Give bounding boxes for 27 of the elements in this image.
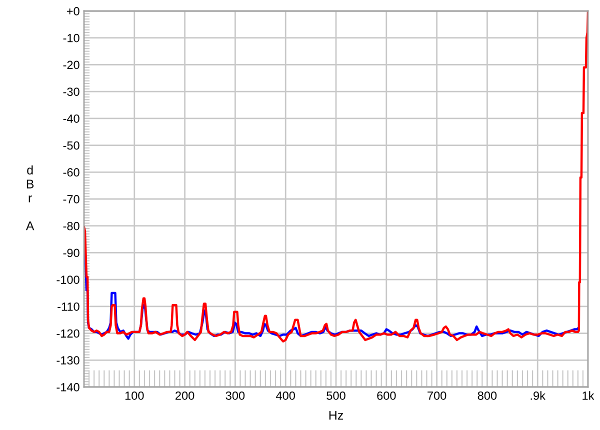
y-tick-label: -70 bbox=[63, 195, 80, 204]
y-tick-label: -40 bbox=[63, 114, 80, 123]
x-tick-label: 400 bbox=[276, 391, 295, 400]
text: dBr A bbox=[26, 165, 34, 230]
y-tick-label: -30 bbox=[63, 88, 80, 96]
x-tick-label: 200 bbox=[176, 391, 194, 400]
x-tick-label: 500 bbox=[326, 391, 346, 400]
y-tick-label: -140 bbox=[56, 383, 80, 392]
x-tick-label: .9k bbox=[530, 391, 546, 400]
y-tick-label: -120 bbox=[56, 329, 80, 338]
x-tick-label: 300 bbox=[226, 391, 245, 400]
x-tick-label: 600 bbox=[377, 391, 396, 400]
y-tick-label: -60 bbox=[63, 168, 80, 177]
y-tick-label: -90 bbox=[63, 248, 80, 258]
y-tick-label: -20 bbox=[63, 60, 80, 70]
y-tick-label: -100 bbox=[56, 276, 80, 284]
y-tick-label: -80 bbox=[63, 222, 80, 230]
x-tick-label: 800 bbox=[478, 391, 497, 400]
x-tick-label: 1k bbox=[582, 391, 594, 400]
y-tick-label: -110 bbox=[58, 302, 80, 311]
y-tick-label: +0 bbox=[66, 7, 80, 16]
y-tick-label: -50 bbox=[63, 141, 80, 150]
x-tick-label: 700 bbox=[428, 391, 446, 400]
y-tick-label: -130 bbox=[56, 356, 80, 365]
x-tick-label: 100 bbox=[125, 391, 144, 400]
x-axis-title: Hz bbox=[329, 410, 344, 420]
y-tick-label: -10 bbox=[63, 34, 80, 42]
